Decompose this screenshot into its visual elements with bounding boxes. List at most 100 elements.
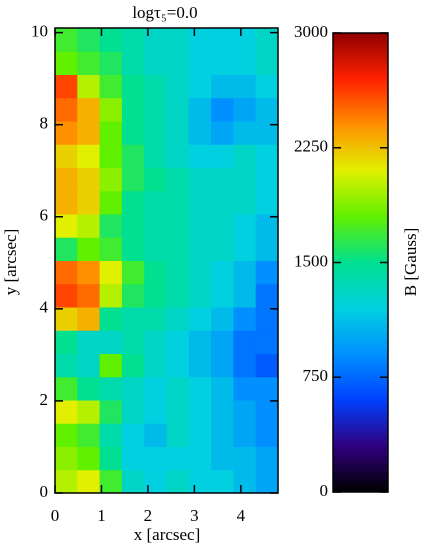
heatmap-cell (211, 353, 234, 378)
heatmap-cell (255, 330, 279, 354)
heatmap-cell (121, 469, 145, 494)
heatmap-cell (166, 376, 190, 401)
heatmap-cell (55, 469, 78, 494)
heatmap-cell (255, 376, 279, 401)
heatmap-cell (55, 144, 78, 168)
heatmap-cell (188, 28, 212, 52)
heatmap-cell (99, 97, 123, 122)
heatmap-cell (77, 400, 101, 424)
x-tick-label: 2 (144, 506, 153, 525)
chart-title: logτ₅=0.0 (132, 3, 197, 22)
heatmap-cell (255, 144, 279, 168)
heatmap-cell (99, 423, 123, 447)
heatmap-cell (188, 97, 212, 122)
y-axis-label: y [arcsec] (1, 229, 20, 296)
heatmap-cell (233, 330, 257, 354)
heatmap-cell (188, 400, 212, 424)
heatmap-cell (211, 446, 234, 471)
colorbar-label: B [Gauss] (401, 228, 420, 296)
x-tick-label: 4 (237, 506, 246, 525)
heatmap-cell (55, 74, 78, 99)
heatmap-cell (99, 283, 123, 308)
colorbar-tick-label: 750 (303, 366, 329, 385)
heatmap-cell (255, 283, 279, 308)
heatmap-cell (99, 214, 123, 238)
heatmap-cell (55, 353, 78, 378)
heatmap-cell (233, 144, 257, 168)
heatmap-cell (121, 330, 145, 354)
heatmap-cell (77, 469, 101, 494)
y-tick-label: 10 (31, 22, 48, 41)
heatmap (55, 28, 279, 494)
heatmap-cell (188, 353, 212, 378)
heatmap-cell (99, 121, 123, 145)
heatmap-cell (55, 283, 78, 308)
heatmap-cell (211, 376, 234, 401)
heatmap-cell (55, 376, 78, 401)
y-tick-label: 0 (40, 482, 49, 501)
heatmap-cell (99, 400, 123, 424)
heatmap-cell (144, 469, 167, 494)
heatmap-cell (121, 121, 145, 145)
heatmap-cell (188, 376, 212, 401)
heatmap-cell (121, 74, 145, 99)
heatmap-cell (144, 376, 167, 401)
heatmap-cell (77, 330, 101, 354)
y-tick-label: 2 (40, 390, 49, 409)
heatmap-cell (121, 28, 145, 52)
heatmap-cell (99, 330, 123, 354)
heatmap-cell (77, 144, 101, 168)
heatmap-cell (121, 51, 145, 75)
heatmap-cell (121, 400, 145, 424)
heatmap-cell (55, 237, 78, 261)
heatmap-cell (188, 260, 212, 285)
heatmap-cell (233, 260, 257, 285)
y-tick-label: 8 (40, 114, 49, 133)
heatmap-cell (211, 400, 234, 424)
heatmap-cell (211, 28, 234, 52)
heatmap-cell (99, 307, 123, 331)
heatmap-cell (211, 121, 234, 145)
heatmap-cell (166, 307, 190, 331)
heatmap-cell (188, 144, 212, 168)
heatmap-cell (188, 307, 212, 331)
heatmap-cell (144, 190, 167, 215)
heatmap-cell (233, 446, 257, 471)
heatmap-cell (188, 214, 212, 238)
heatmap-cell (121, 353, 145, 378)
heatmap-cell (77, 307, 101, 331)
heatmap-cell (188, 74, 212, 99)
heatmap-cell (166, 330, 190, 354)
heatmap-cell (166, 283, 190, 308)
heatmap-cell (211, 214, 234, 238)
heatmap-cell (233, 28, 257, 52)
heatmap-cell (121, 376, 145, 401)
heatmap-cell (144, 423, 167, 447)
heatmap-cell (99, 144, 123, 168)
colorbar (332, 32, 389, 493)
heatmap-cell (55, 446, 78, 471)
overlay (54, 27, 279, 494)
heatmap-cell (77, 423, 101, 447)
heatmap-cell (99, 469, 123, 494)
heatmap-cell (99, 51, 123, 75)
heatmap-cell (255, 469, 279, 494)
heatmap-cell (188, 469, 212, 494)
heatmap-cell (188, 51, 212, 75)
heatmap-cell (255, 307, 279, 331)
heatmap-cell (166, 167, 190, 192)
heatmap-cell (211, 51, 234, 75)
heatmap-cell (144, 167, 167, 192)
heatmap-cell (55, 97, 78, 122)
heatmap-cell (211, 97, 234, 122)
heatmap-cell (55, 167, 78, 192)
heatmap-cell (188, 423, 212, 447)
heatmap-cell (211, 237, 234, 261)
heatmap-cell (233, 237, 257, 261)
heatmap-cell (77, 376, 101, 401)
heatmap-cell (99, 353, 123, 378)
heatmap-cell (166, 353, 190, 378)
heatmap-cell (144, 214, 167, 238)
heatmap-cell (233, 400, 257, 424)
